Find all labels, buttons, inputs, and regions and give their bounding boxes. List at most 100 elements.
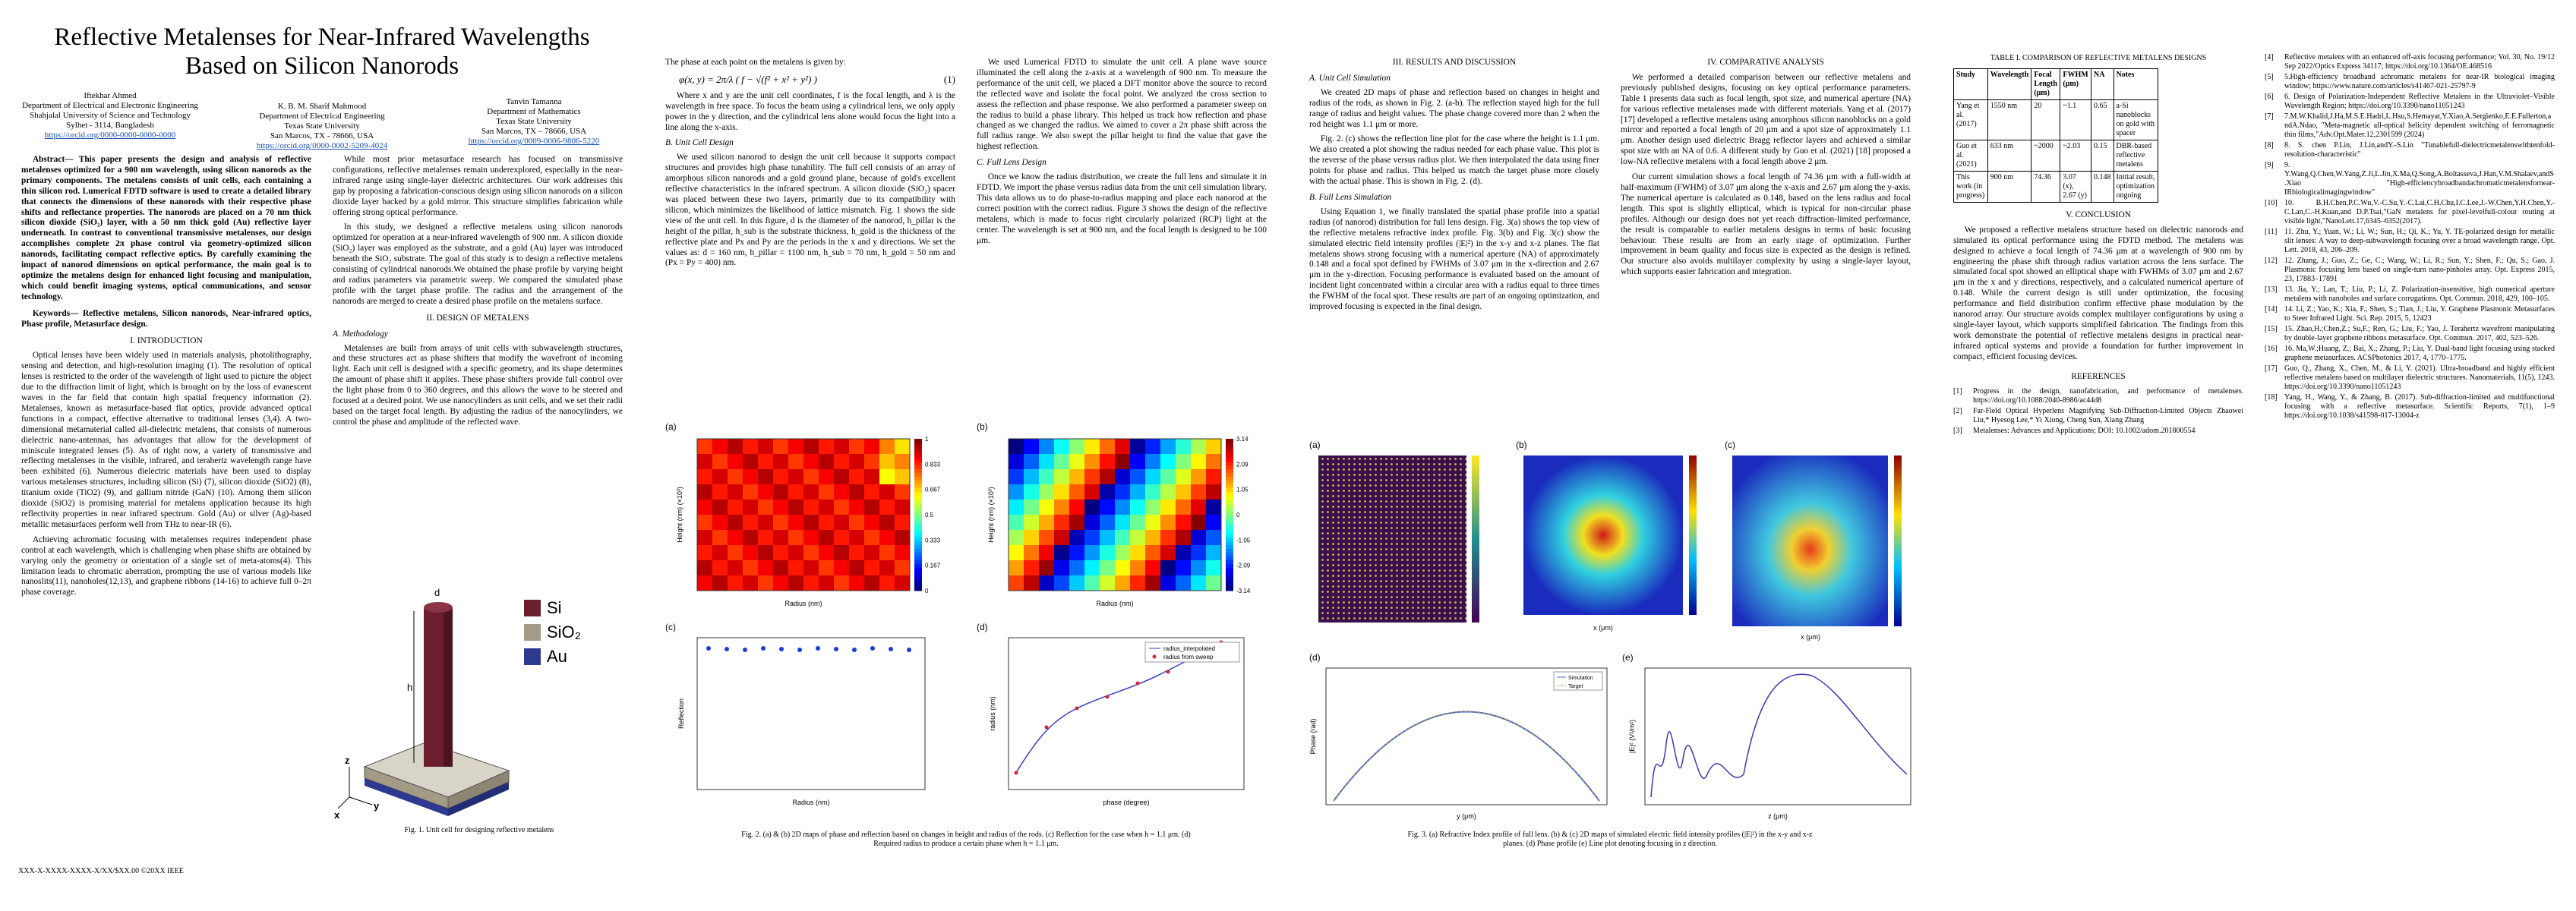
orcid-link[interactable]: https://orcid.org/0009-0006-9806-5220	[468, 137, 600, 146]
colorbar-cell	[914, 587, 922, 591]
reflection-point	[724, 647, 729, 651]
colorbar-cell	[1226, 583, 1233, 588]
heatmap-cell	[728, 575, 743, 591]
heatmap-cell	[819, 454, 835, 470]
reflection-point	[870, 646, 875, 651]
heatmap-cell	[849, 469, 865, 485]
heatmap-cell	[1009, 500, 1024, 515]
colorbar-cell	[914, 500, 922, 504]
paragraph: Once we know the radius distribution, we…	[977, 172, 1267, 245]
column-left: TABLE I. COMPARISON OF REFLECTIVE METALE…	[1953, 53, 2243, 437]
reference: [12] 12. Zhang, J.; Guo, Z.; Ge, C.; Wang…	[2265, 257, 2555, 284]
reference: [16] 16. Ma,W.;Huang, Z.; Bai, X.; Zhang,…	[2265, 345, 2555, 363]
heatmap-cell	[1160, 484, 1176, 500]
heatmap-cell	[1191, 469, 1207, 485]
heatmap-cell	[1100, 439, 1116, 455]
colorbar-cell	[914, 534, 922, 538]
heatmap-phase	[1009, 439, 1222, 591]
author-affiliation: Department of Mathematics	[487, 107, 581, 116]
heatmap-cell	[819, 439, 835, 455]
plot-frame	[696, 637, 926, 790]
colorbar-cell	[1226, 511, 1233, 515]
colorbar-cell	[914, 477, 922, 481]
heatmap-cell	[758, 454, 774, 470]
header-cell: NA	[2091, 68, 2114, 100]
heatmap-cell	[1024, 454, 1040, 470]
heatmap-cell	[773, 530, 789, 546]
colorbar-cell	[914, 575, 922, 580]
heatmap-cell	[864, 530, 880, 546]
subsection-heading: C. Full Lens Design	[977, 158, 1046, 168]
orcid-link[interactable]: https://orcid.org/0000-0002-5209-4024	[256, 141, 388, 150]
heatmap-cell	[758, 530, 774, 546]
heatmap-cell	[1191, 500, 1207, 515]
header-cell: FWHM (μm)	[2060, 68, 2091, 100]
reference-label: [13]	[2265, 285, 2278, 294]
section-heading: I. INTRODUCTION	[130, 336, 203, 345]
colorbar-cell	[1226, 522, 1233, 527]
heatmap-cell	[697, 545, 713, 561]
heatmap-cell	[819, 530, 835, 546]
heatmap-cell	[834, 560, 850, 576]
heatmap-cell	[1100, 560, 1116, 576]
section-heading: III. RESULTS AND DISCUSSION	[1392, 58, 1517, 67]
colorbar-cell	[914, 484, 922, 489]
reference-text: 9. Y.Wang,Q.Chen,W.Yang,Z.Ji,L.Jin,X.Ma,…	[2284, 161, 2555, 197]
colorbar-cell	[1226, 503, 1233, 508]
heatmap-cell	[864, 500, 880, 515]
heatmap-cell	[864, 560, 880, 576]
colorbar-cell	[914, 481, 922, 485]
heatmap-cell	[1145, 545, 1161, 561]
colorbar-cell	[914, 572, 922, 576]
table-cell: a-Si nanoblocks on gold with spacer	[2113, 99, 2158, 140]
colorbar-cell	[914, 530, 922, 534]
heatmap-cell	[1115, 575, 1131, 591]
orcid-link[interactable]: https://orcid.org/0000-0000-0000-0000	[44, 131, 176, 140]
panel-label: (c)	[1725, 440, 1735, 450]
heatmap-cell	[834, 575, 850, 591]
heatmap-cell	[697, 454, 713, 470]
heatmap-cell	[728, 530, 743, 546]
reference-label: [5]	[2265, 73, 2274, 81]
heatmap-cell	[895, 484, 911, 500]
heatmap-cell	[728, 454, 743, 470]
colorbar-cell	[1226, 519, 1233, 523]
reference: [15] 15. Zhao,H.;Chen,Z.; Su,F.; Ren, G.;…	[2265, 325, 2555, 343]
reference-text: 13. Jia, Y.; Lan, T.; Liu, P.; Li, Z. Po…	[2284, 285, 2555, 303]
heatmap-cell	[1191, 439, 1207, 455]
table-cell: 633 nm	[1987, 139, 2032, 172]
reference-label: [7]	[2265, 112, 2274, 121]
au-side	[365, 778, 448, 816]
axis-label: x	[334, 809, 340, 820]
axis-title: radius (nm)	[989, 696, 996, 731]
heatmap-cell	[712, 545, 728, 561]
reflection-point	[797, 648, 802, 652]
author-affiliation: Department of Electrical and Electronic …	[22, 101, 198, 110]
colorbar-cell	[1226, 484, 1233, 489]
heatmap-cell	[1176, 545, 1192, 561]
colorbar-label: 0.667	[925, 487, 941, 493]
colorbar-cell	[1226, 549, 1233, 553]
page-3: III. RESULTS AND DISCUSSION A. Unit Cell…	[1288, 0, 1932, 911]
heatmap-cell	[1084, 575, 1100, 591]
colorbar-cell	[1226, 560, 1233, 565]
heatmap-cell	[788, 454, 804, 470]
heatmap-cell	[1115, 530, 1131, 546]
reference: [18] Yang, H., Wang, Y., & Zhang, B. (201…	[2265, 393, 2555, 421]
colorbar-cell	[914, 515, 922, 519]
heatmap-cell	[1084, 515, 1100, 531]
table-cell: ~1.1	[2060, 99, 2091, 140]
heatmap-cell	[1130, 515, 1146, 531]
heatmap-cell	[697, 500, 713, 515]
colorbar-cell	[914, 556, 922, 561]
heatmap-cell	[834, 515, 850, 531]
reference-label: [1]	[1953, 386, 1962, 396]
panel-label: (e)	[1622, 652, 1634, 663]
page-2: The phase at each point on the metalens …	[644, 0, 1288, 911]
heatmap-cell	[1145, 469, 1161, 485]
legend-label: SiO₂	[547, 623, 581, 641]
colorbar-cell	[914, 458, 922, 462]
heatmap-cell	[879, 575, 895, 591]
heatmap-cell	[1160, 530, 1176, 546]
heatmap-cell	[1069, 530, 1085, 546]
